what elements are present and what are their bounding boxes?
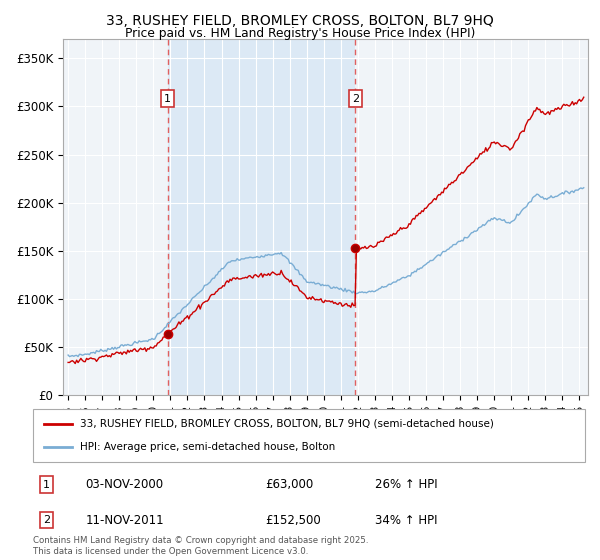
FancyBboxPatch shape: [33, 409, 585, 462]
Text: 1: 1: [164, 94, 171, 104]
Text: 34% ↑ HPI: 34% ↑ HPI: [375, 514, 438, 527]
Text: Contains HM Land Registry data © Crown copyright and database right 2025.
This d: Contains HM Land Registry data © Crown c…: [33, 536, 368, 556]
Text: £63,000: £63,000: [265, 478, 313, 491]
Text: Price paid vs. HM Land Registry's House Price Index (HPI): Price paid vs. HM Land Registry's House …: [125, 27, 475, 40]
Text: 26% ↑ HPI: 26% ↑ HPI: [375, 478, 438, 491]
Text: 1: 1: [43, 479, 50, 489]
Bar: [167, 39, 355, 395]
Text: 33, RUSHEY FIELD, BROMLEY CROSS, BOLTON, BL7 9HQ: 33, RUSHEY FIELD, BROMLEY CROSS, BOLTON,…: [106, 14, 494, 28]
Text: £152,500: £152,500: [265, 514, 320, 527]
Text: 33, RUSHEY FIELD, BROMLEY CROSS, BOLTON, BL7 9HQ (semi-detached house): 33, RUSHEY FIELD, BROMLEY CROSS, BOLTON,…: [80, 419, 494, 429]
Text: 2: 2: [352, 94, 359, 104]
Text: 03-NOV-2000: 03-NOV-2000: [85, 478, 164, 491]
Text: HPI: Average price, semi-detached house, Bolton: HPI: Average price, semi-detached house,…: [80, 442, 335, 452]
Text: 2: 2: [43, 515, 50, 525]
Text: 11-NOV-2011: 11-NOV-2011: [85, 514, 164, 527]
